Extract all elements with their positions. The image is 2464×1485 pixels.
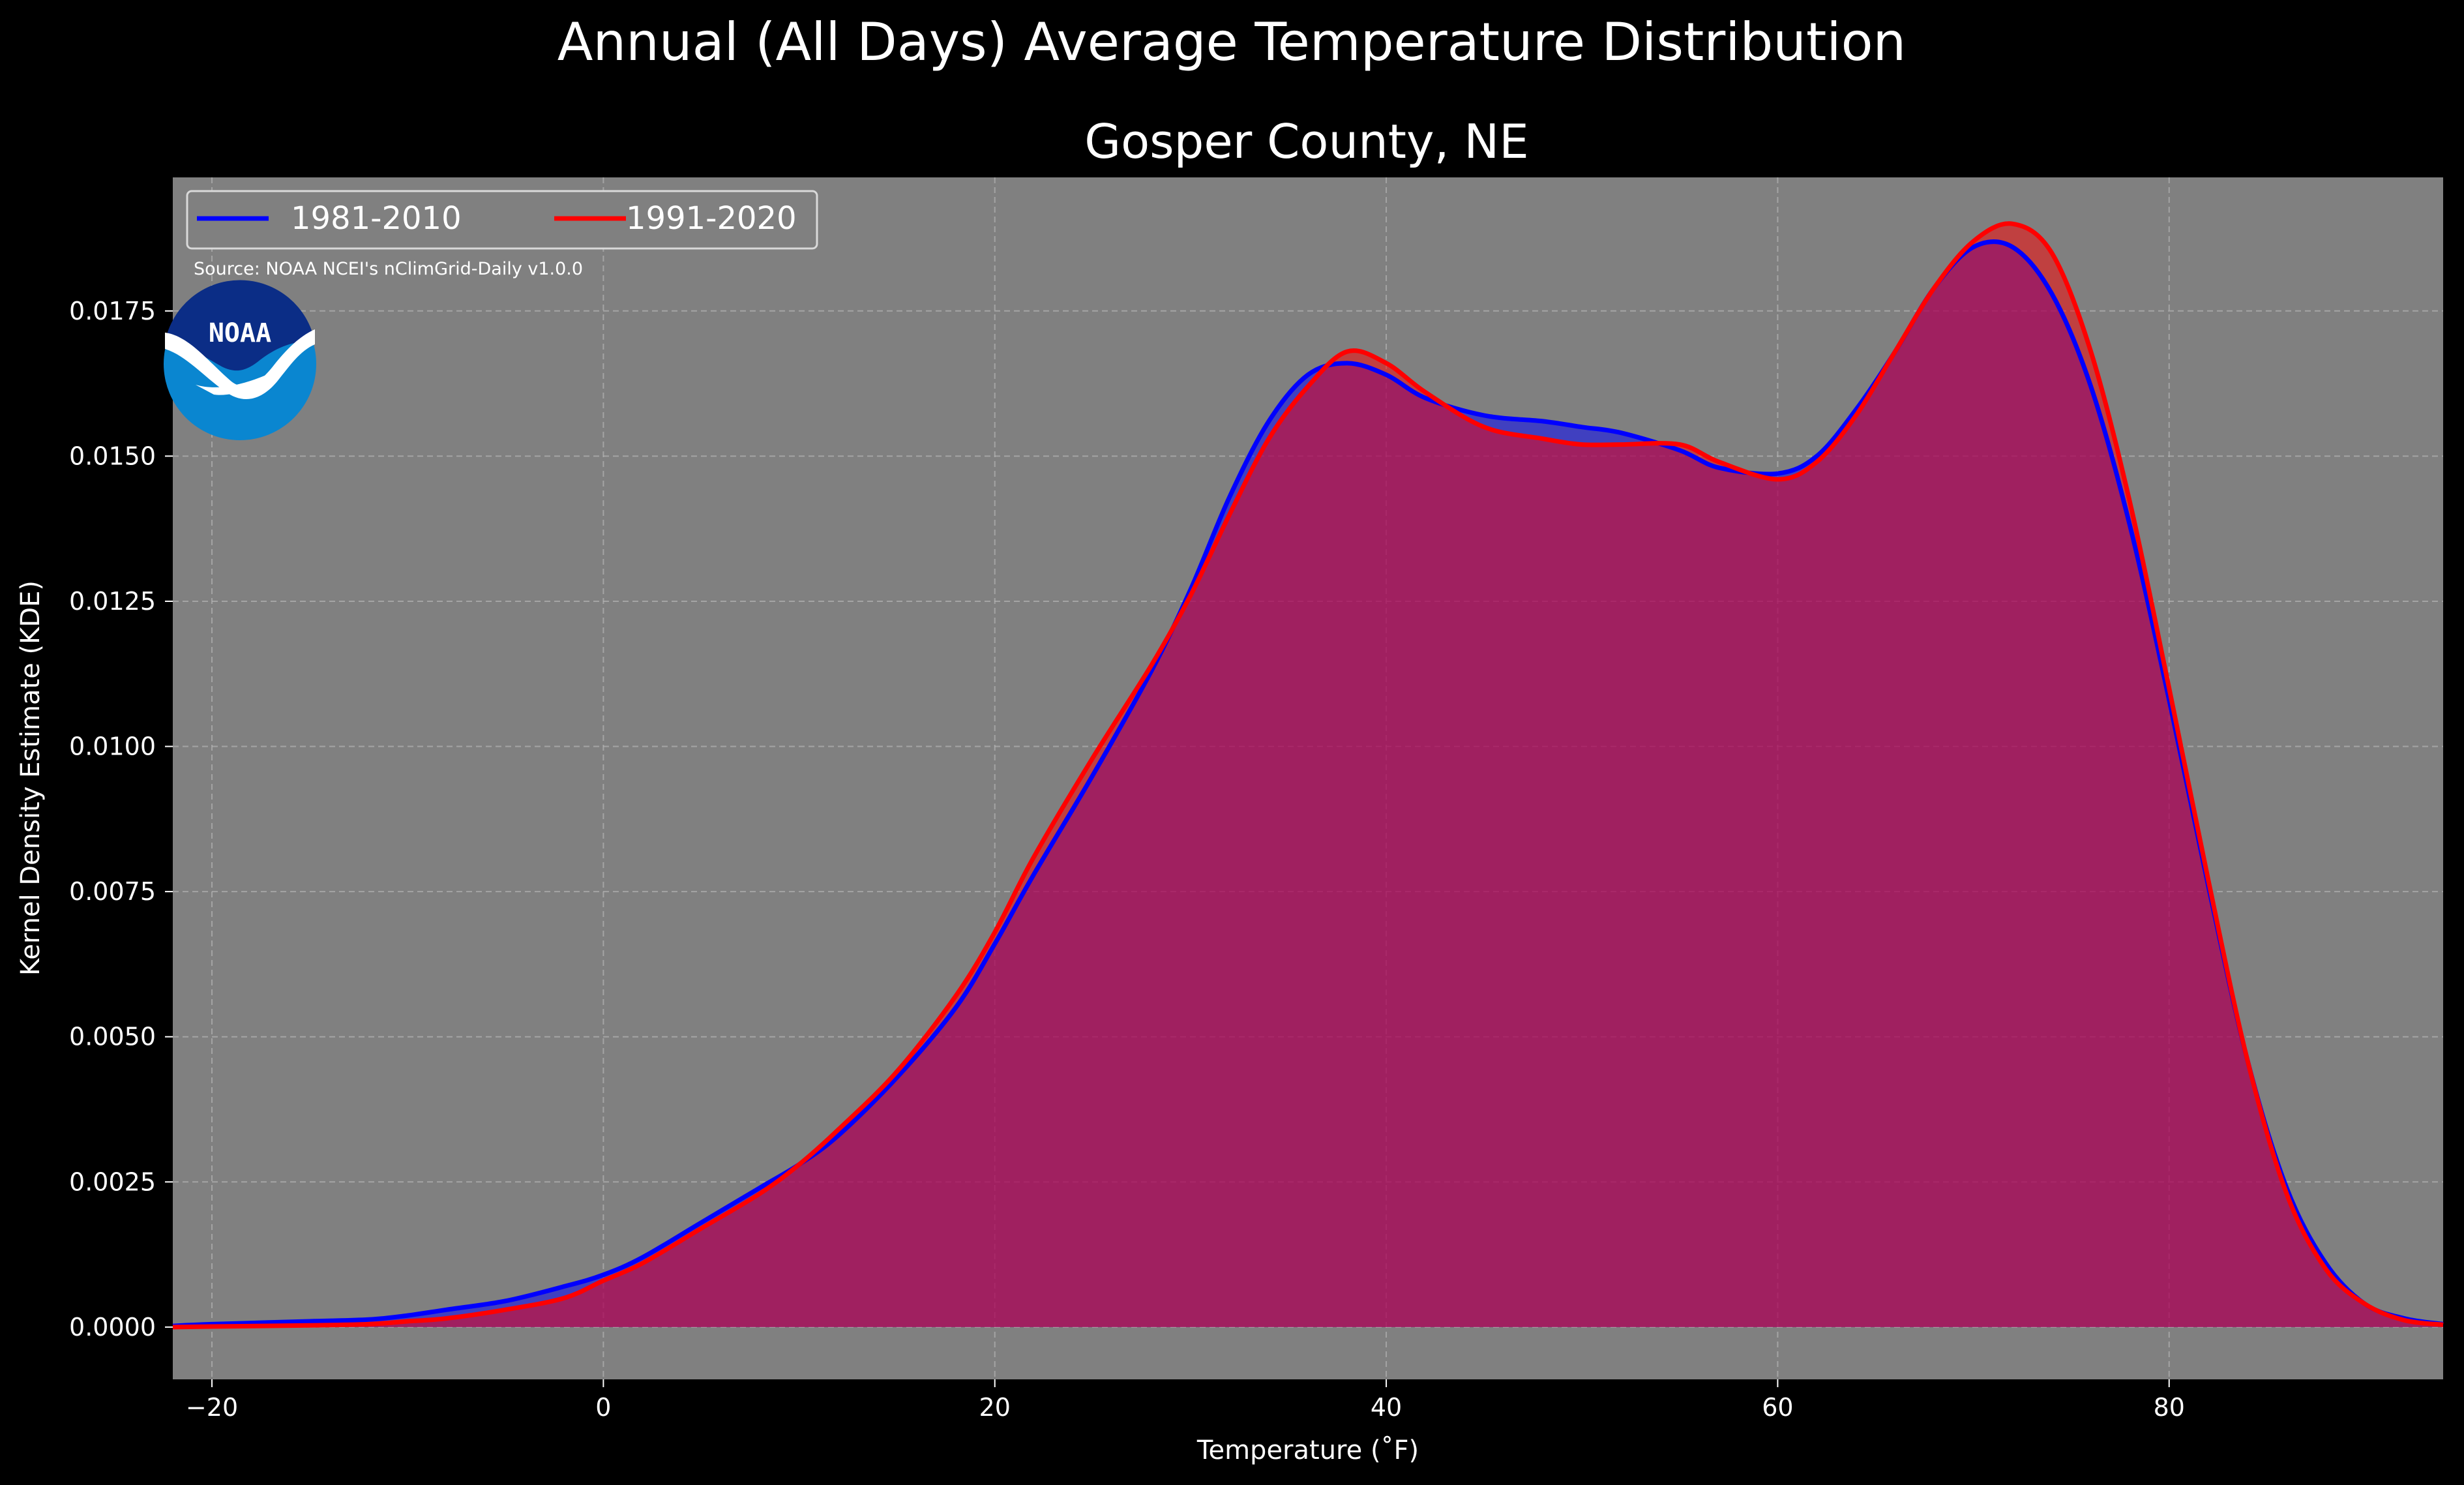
y-tick-label: 0.0175 (69, 297, 156, 325)
y-tick-label: 0.0100 (69, 732, 156, 761)
y-tick-label: 0.0025 (69, 1167, 156, 1196)
legend: 1981-2010 1991-2020 (186, 190, 818, 250)
density-lines (172, 221, 2444, 1330)
chart-title: Gosper County, NE (1084, 114, 1528, 169)
x-tick-label: 0 (595, 1393, 611, 1422)
y-axis-label: Kernel Density Estimate (KDE) (16, 580, 46, 976)
density-area-1991-2020 (173, 223, 2443, 1327)
x-tick-label: 80 (2154, 1393, 2185, 1422)
x-tick-label: 40 (1371, 1393, 1402, 1422)
density-line-1981-2010 (172, 239, 2444, 1328)
x-tick-label: −20 (186, 1393, 238, 1422)
noaa-logo-text: NOAA (209, 318, 271, 348)
chart-suptitle: Annual (All Days) Average Temperature Di… (557, 12, 1906, 72)
legend-label-1981-2010: 1981-2010 (291, 200, 462, 237)
density-line-1991-2020 (172, 221, 2444, 1330)
y-axis-ticks: 0.0000 0.0025 0.0050 0.0075 0.0100 0.0125 0.01… (69, 297, 173, 1342)
y-tick-label: 0.0150 (69, 442, 156, 470)
y-tick-label: 0.0000 (69, 1313, 156, 1342)
y-tick-label: 0.0125 (69, 587, 156, 616)
x-axis-label: Temperature (˚F) (1196, 1435, 1419, 1465)
x-axis-ticks: −20 0 20 40 60 80 (186, 1379, 2185, 1422)
source-note: Source: NOAA NCEI's nClimGrid-Daily v1.0… (194, 259, 583, 279)
legend-box (186, 190, 818, 250)
legend-label-1991-2020: 1991-2020 (626, 200, 797, 237)
y-tick-label: 0.0050 (69, 1023, 156, 1051)
x-tick-label: 20 (979, 1393, 1011, 1422)
density-fills (173, 223, 2443, 1327)
x-tick-label: 60 (1762, 1393, 1793, 1422)
noaa-logo: NOAA (164, 280, 316, 440)
y-tick-label: 0.0075 (69, 877, 156, 906)
